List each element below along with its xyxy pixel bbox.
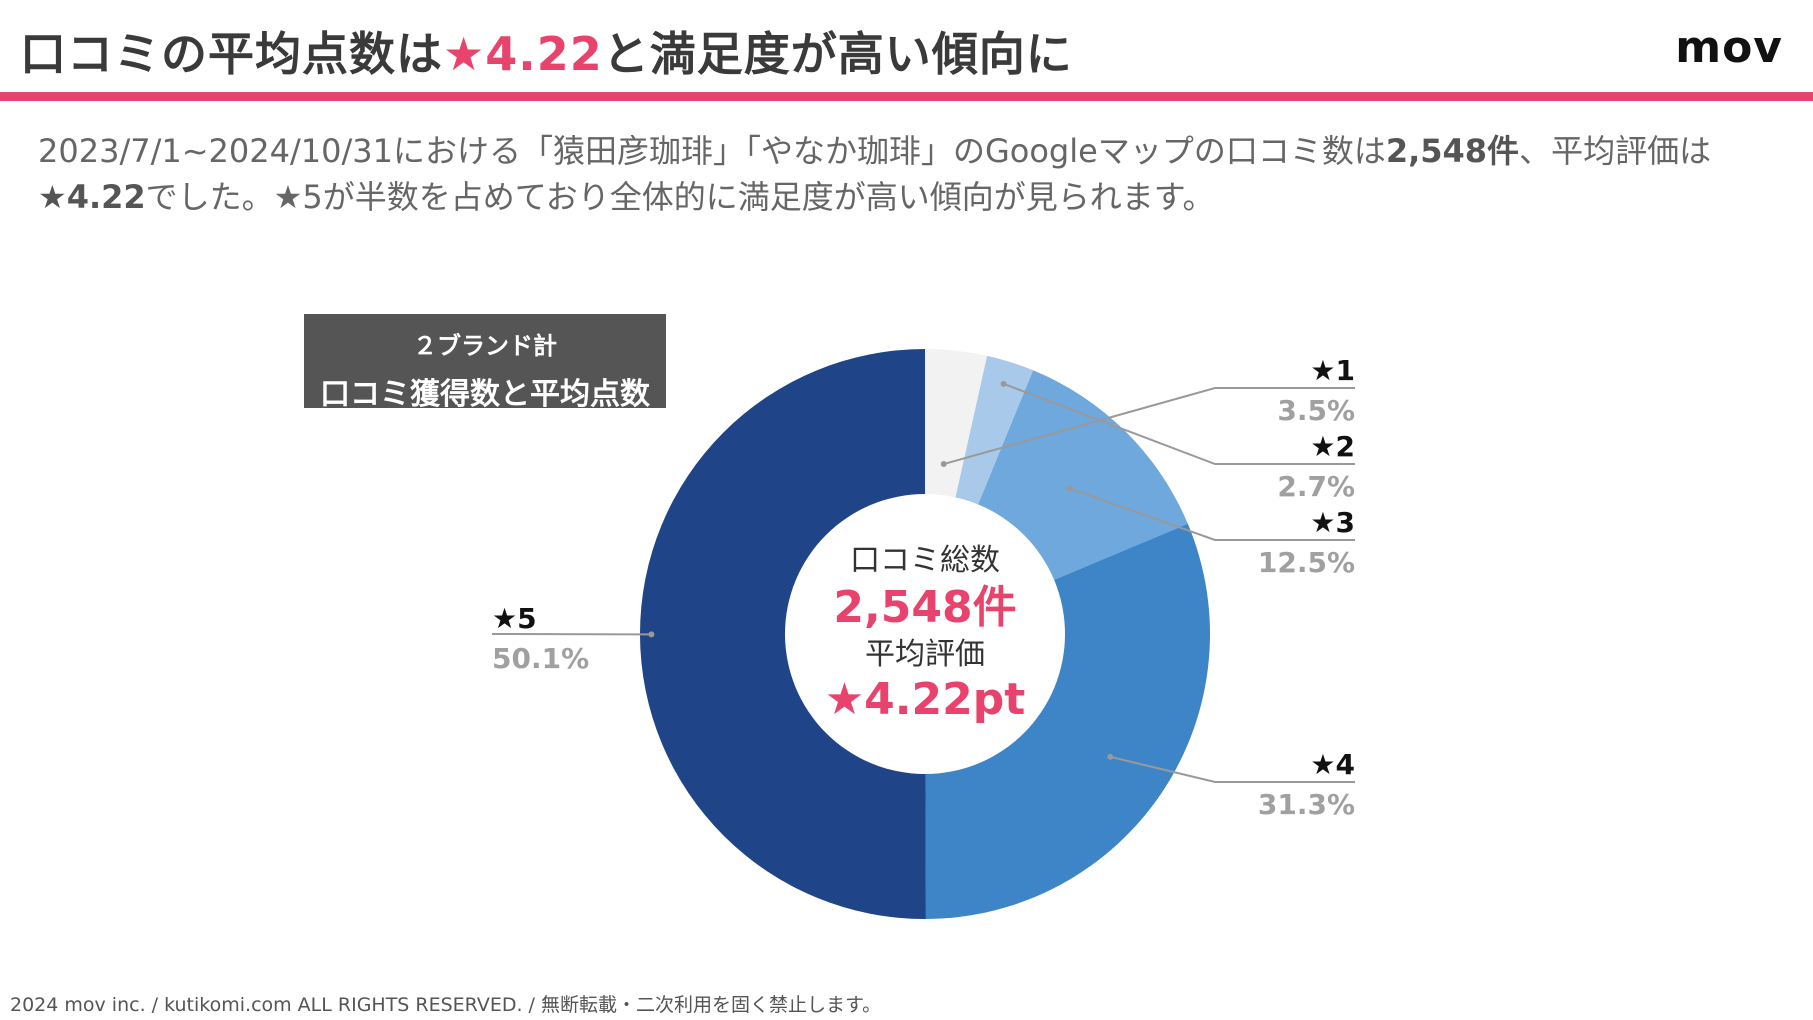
slice-value-4: 31.3% — [1258, 788, 1355, 821]
slice-value-2: 2.7% — [1277, 470, 1355, 503]
description-text: 2023/7/1~2024/10/31における「猿田彦珈琲」「やなか珈琲」のGo… — [38, 128, 1798, 220]
donut-hole — [785, 494, 1065, 774]
leader-line-1 — [943, 387, 1355, 465]
title-suffix: と満足度が高い傾向に — [602, 27, 1073, 81]
slice-value-5: 50.1% — [492, 642, 589, 675]
slice-value-1: 3.5% — [1277, 394, 1355, 427]
description-rating: ★4.22 — [38, 178, 146, 216]
badge-line2: 口コミ獲得数と平均点数 — [320, 377, 650, 412]
chart-badge: ２ブランド計 口コミ獲得数と平均点数 — [304, 314, 666, 412]
page-title: 口コミの平均点数は★4.22と満足度が高い傾向に — [20, 18, 1073, 84]
title-prefix: 口コミの平均点数は — [20, 27, 443, 81]
leader-line-4 — [1110, 755, 1355, 783]
description-count: 2,548件 — [1385, 132, 1520, 170]
leader-line-2 — [1003, 382, 1355, 465]
slice-label-1: ★1 — [1310, 354, 1355, 387]
center-label-total: 口コミ総数 — [850, 543, 1000, 578]
badge-line1: ２ブランド計 — [413, 332, 557, 360]
footer-copyright: 2024 mov inc. / kutikomi.com ALL RIGHTS … — [10, 994, 882, 1016]
slice-label-5: ★5 — [492, 602, 537, 635]
center-label-average: 平均評価 — [865, 637, 985, 672]
header-divider — [0, 92, 1813, 101]
slice-label-2: ★2 — [1310, 430, 1355, 463]
center-value-average: ★4.22pt — [825, 674, 1026, 725]
center-value-total: 2,548件 — [833, 582, 1016, 633]
description-part2: 、平均評価は — [1519, 132, 1712, 170]
description-part1: 2023/7/1~2024/10/31における「猿田彦珈琲」「やなか珈琲」のGo… — [38, 132, 1386, 170]
slice-label-3: ★3 — [1310, 506, 1355, 539]
description-part3: でした。★5が半数を占めており全体的に満足度が高い傾向が見られます。 — [145, 178, 1215, 216]
mov-logo: mov — [1675, 22, 1783, 73]
title-highlight: ★4.22 — [443, 27, 603, 81]
pie-slice-5 — [639, 349, 926, 920]
slice-value-3: 12.5% — [1258, 546, 1355, 579]
leader-line-3 — [1069, 487, 1355, 541]
slice-label-4: ★4 — [1310, 748, 1355, 781]
